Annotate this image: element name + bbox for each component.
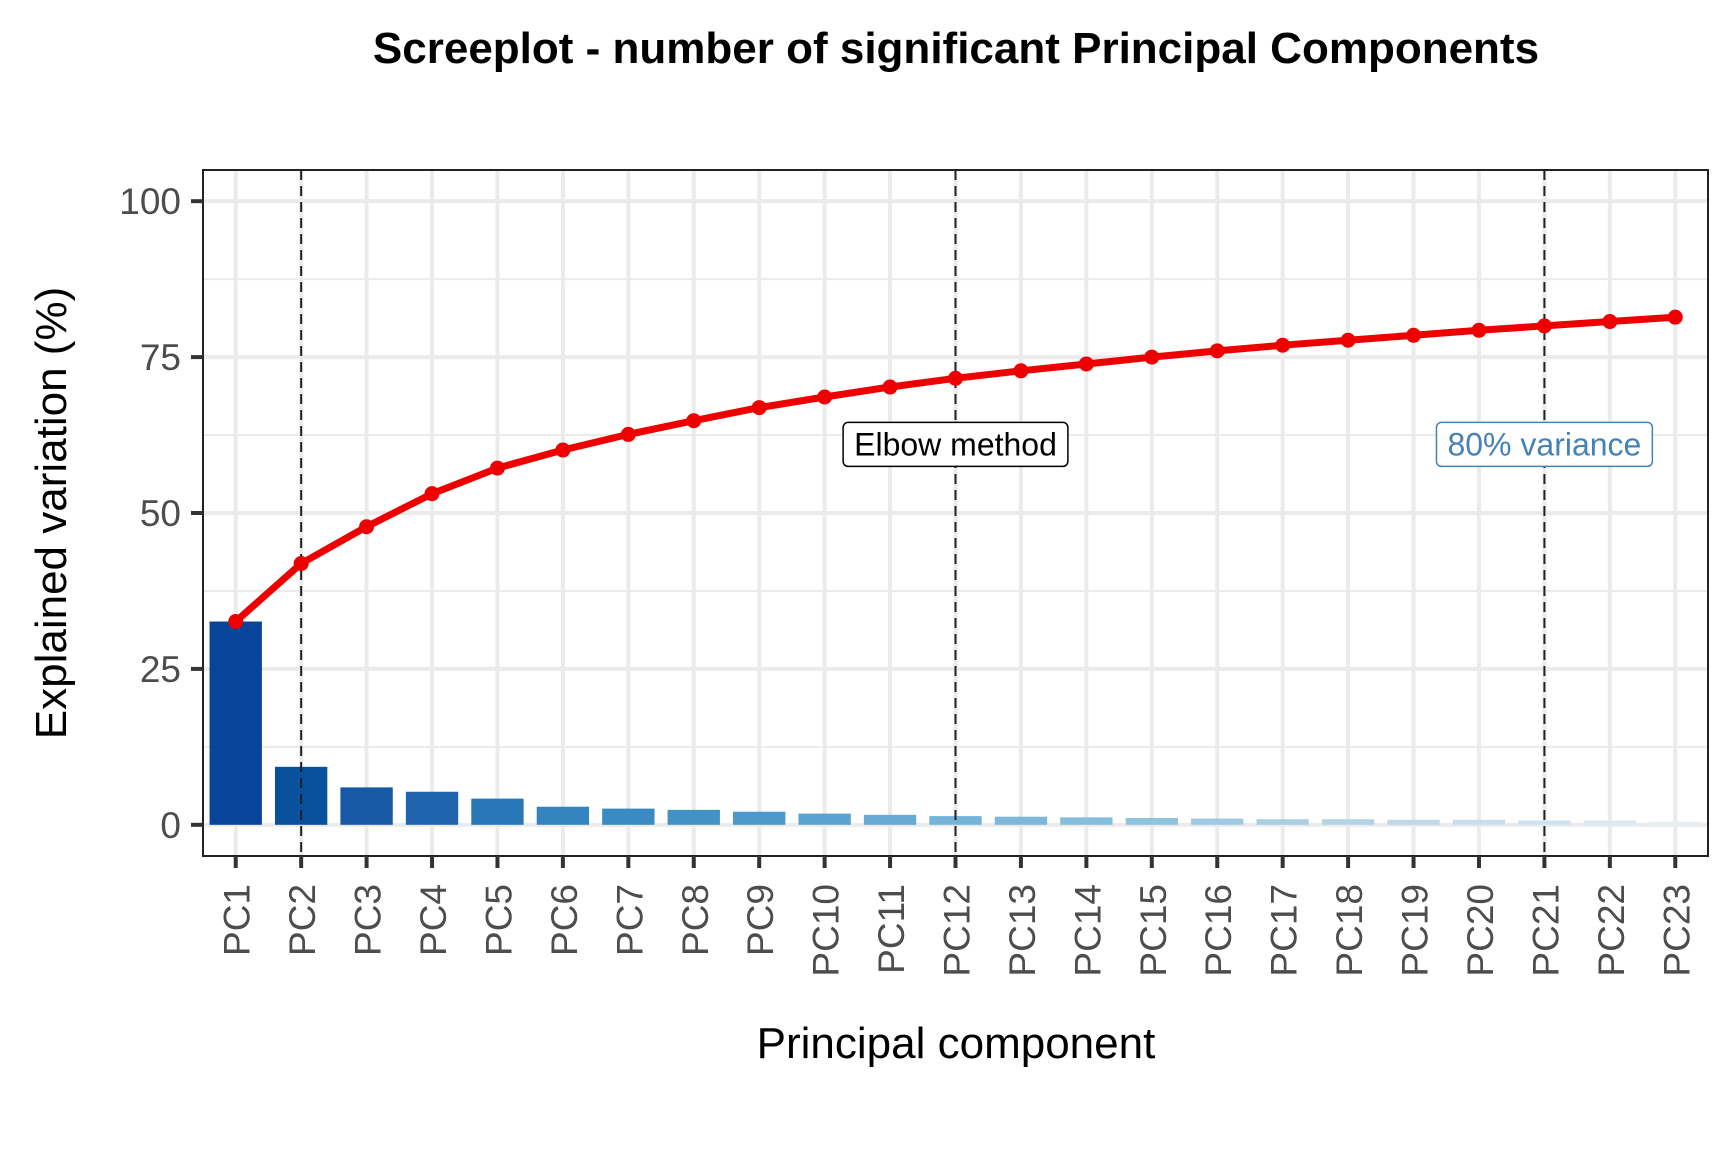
bar-pc23 (1649, 821, 1702, 825)
bar-pc16 (1191, 818, 1244, 825)
x-tick-label-pc13: PC13 (1002, 884, 1043, 977)
bar-pc19 (1387, 819, 1440, 825)
bar-pc17 (1256, 819, 1309, 825)
bar-layer (209, 621, 1702, 825)
x-tick-label-pc14: PC14 (1067, 884, 1108, 977)
cumulative-point-pc8 (686, 413, 702, 429)
bar-pc7 (602, 808, 655, 825)
x-tick-label-pc8: PC8 (675, 884, 716, 956)
cumulative-point-pc23 (1667, 309, 1683, 325)
bar-pc6 (536, 806, 590, 825)
cumulative-point-pc11 (882, 379, 898, 395)
cumulative-point-pc22 (1602, 314, 1618, 330)
x-tick-label-pc3: PC3 (348, 884, 389, 956)
cumulative-point-pc15 (1144, 349, 1160, 365)
x-tick-label-pc1: PC1 (217, 884, 258, 956)
bar-pc9 (733, 811, 786, 825)
cumulative-point-pc5 (489, 460, 505, 476)
x-tick-label-pc18: PC18 (1329, 884, 1370, 977)
x-tick-label-pc19: PC19 (1395, 884, 1436, 977)
cumulative-point-pc9 (751, 400, 767, 416)
y-axis-title: Explained variation (%) (27, 287, 76, 739)
cumulative-point-pc17 (1275, 337, 1291, 353)
y-tick-label: 100 (119, 181, 181, 222)
cumulative-point-pc14 (1078, 356, 1094, 372)
bar-pc15 (1125, 817, 1178, 825)
x-axis-title: Principal component (757, 1019, 1156, 1068)
x-tick-label-pc12: PC12 (937, 884, 978, 977)
cumulative-point-pc2 (293, 556, 309, 572)
bar-pc8 (667, 809, 720, 825)
axis-layer: 0 25 50 75 100 PC1 PC2 PC3 PC4 PC5 PC6 PC7 PC8 PC9 PC1… (119, 181, 1697, 976)
cumulative-point-pc4 (424, 486, 440, 502)
x-tick-label-pc7: PC7 (609, 884, 650, 956)
y-tick-label: 25 (140, 649, 181, 690)
bar-pc21 (1518, 820, 1571, 825)
bar-pc20 (1452, 819, 1506, 825)
x-tick-label-pc23: PC23 (1656, 884, 1697, 977)
x-tick-label-pc9: PC9 (740, 884, 781, 956)
x-tick-label-pc17: PC17 (1264, 884, 1305, 977)
bar-pc4 (405, 791, 459, 825)
y-tick-label: 75 (140, 337, 181, 378)
x-tick-label-pc2: PC2 (282, 884, 323, 956)
cumulative-point-pc21 (1536, 318, 1552, 334)
cumulative-point-pc6 (555, 442, 571, 458)
annotation-box (842, 421, 1069, 468)
annotation-label: Elbow method (854, 426, 1057, 462)
chart-title: Screeplot - number of significant Princi… (373, 24, 1539, 73)
cumulative-point-pc19 (1406, 327, 1422, 343)
x-tick-label-pc6: PC6 (544, 884, 585, 956)
annotation-label: 80% variance (1447, 426, 1641, 462)
bar-pc5 (471, 798, 524, 825)
cumulative-point-pc16 (1209, 343, 1225, 359)
cumulative-point-pc1 (228, 614, 244, 630)
cumulative-point-pc13 (1013, 363, 1029, 379)
y-tick-label: 50 (140, 493, 181, 534)
y-tick-label: 0 (160, 805, 181, 846)
cumulative-point-pc7 (620, 426, 636, 442)
vline-layer (300, 170, 1546, 856)
x-tick-label-pc4: PC4 (413, 884, 454, 956)
x-tick-label-pc21: PC21 (1525, 884, 1566, 977)
annotation-0: Elbow method (842, 421, 1069, 468)
x-tick-label-pc15: PC15 (1133, 884, 1174, 977)
x-tick-label-pc11: PC11 (871, 884, 912, 974)
line-layer (228, 309, 1683, 630)
grid-layer (203, 170, 1708, 856)
x-tick-label-pc22: PC22 (1591, 884, 1632, 977)
annotation-1: 80% variance (1435, 421, 1654, 468)
bar-pc14 (1060, 817, 1113, 825)
bar-pc11 (863, 814, 917, 825)
x-tick-label-pc16: PC16 (1198, 884, 1239, 977)
cumulative-point-pc3 (359, 519, 375, 535)
cumulative-point-pc12 (948, 370, 963, 386)
bar-pc12 (929, 816, 982, 825)
cumulative-point-pc20 (1471, 322, 1487, 338)
bar-pc13 (994, 816, 1048, 825)
bar-pc18 (1321, 819, 1375, 825)
x-tick-label-pc10: PC10 (806, 884, 847, 977)
bar-pc3 (340, 787, 393, 825)
cumulative-point-pc10 (817, 389, 833, 405)
bar-pc1 (209, 621, 262, 825)
bar-pc10 (798, 813, 851, 825)
annotation-box (1435, 421, 1654, 468)
bar-pc22 (1583, 820, 1637, 825)
x-tick-label-pc5: PC5 (478, 884, 519, 956)
annotation-layer: Elbow method 80% variance (842, 421, 1654, 468)
x-tick-label-pc20: PC20 (1460, 884, 1501, 977)
cumulative-point-pc18 (1340, 332, 1356, 348)
